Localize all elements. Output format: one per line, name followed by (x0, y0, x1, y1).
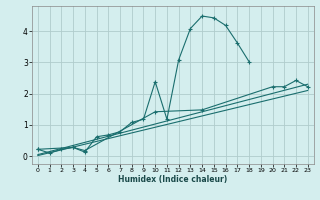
X-axis label: Humidex (Indice chaleur): Humidex (Indice chaleur) (118, 175, 228, 184)
